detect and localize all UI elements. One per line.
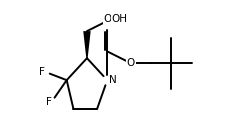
Text: N: N [109,75,117,85]
Polygon shape [83,31,91,58]
Text: O: O [127,58,135,68]
Text: F: F [39,67,45,77]
Text: OH: OH [112,14,128,24]
Text: F: F [46,97,52,107]
Text: O: O [103,14,112,24]
